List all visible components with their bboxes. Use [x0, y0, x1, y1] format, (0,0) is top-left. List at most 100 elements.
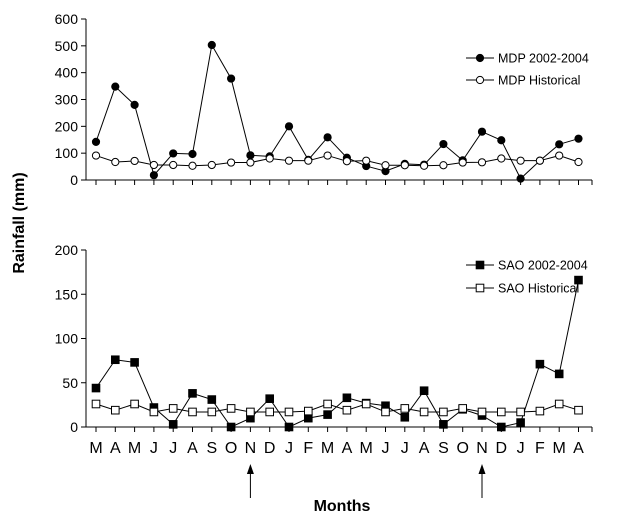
- sao-series-1-point: [458, 404, 467, 413]
- sao-series-0-point: [400, 412, 410, 422]
- sao-series-0-point: [284, 422, 294, 432]
- mdp-series-0-point: [111, 82, 120, 91]
- sao-series-1-point: [226, 404, 236, 413]
- month-label: M: [128, 440, 141, 457]
- month-label: M: [321, 440, 334, 457]
- month-arrow-head: [246, 464, 254, 474]
- month-label: A: [419, 440, 430, 457]
- mdp-series-1-point: [188, 161, 197, 170]
- mdp-series-1-point: [458, 158, 467, 167]
- month-label: O: [456, 440, 468, 457]
- mdp-legend-marker: [475, 53, 485, 63]
- mdp-series-1-point: [555, 151, 564, 160]
- sao-series-0-point: [91, 383, 101, 393]
- mdp-series-1-point: [169, 160, 178, 170]
- sao-series-0-point: [342, 393, 352, 403]
- mdp-series-0-point: [477, 127, 487, 136]
- mdp-legend-label: MDP 2002-2004: [498, 52, 589, 66]
- sao-series-1-point: [342, 405, 352, 415]
- mdp-series-0-point: [246, 151, 255, 160]
- mdp-series-0-point: [188, 149, 197, 159]
- sao-series-0-point: [516, 418, 525, 427]
- month-label: S: [438, 440, 449, 457]
- sao-series-1-point: [188, 407, 197, 417]
- sao-series-1-point: [516, 407, 525, 417]
- sao-series-1-point: [497, 407, 506, 417]
- sao-legend-label: SAO Historical: [498, 282, 579, 296]
- mdp-series-1-point: [516, 156, 525, 165]
- sao-series-0-point: [207, 395, 217, 404]
- mdp-series-0-point: [169, 149, 178, 158]
- mdp-y-tick-label: 0: [70, 172, 78, 188]
- sao-legend-marker: [475, 283, 485, 293]
- mdp-series-1-point: [149, 160, 158, 170]
- sao-series-0-point: [497, 422, 506, 432]
- month-label: J: [382, 440, 390, 457]
- mdp-series-0-point: [574, 134, 583, 143]
- month-label: J: [169, 440, 177, 457]
- mdp-legend-label: MDP Historical: [498, 74, 580, 88]
- sao-legend-label: SAO 2002-2004: [498, 259, 588, 273]
- mdp-series-line-1: [95, 155, 579, 167]
- sao-series-1-point: [91, 399, 101, 409]
- sao-series-1-point: [554, 399, 564, 409]
- month-label: A: [342, 440, 353, 457]
- mdp-series-1-point: [497, 154, 506, 163]
- sao-series-0-point: [419, 386, 429, 396]
- month-label: M: [89, 440, 102, 457]
- month-label: A: [573, 440, 584, 457]
- mdp-series-0-point: [207, 40, 216, 50]
- sao-series-0-point: [574, 275, 583, 285]
- sao-y-tick-label: 0: [70, 419, 78, 435]
- mdp-series-1-point: [420, 161, 429, 170]
- sao-series-0-point: [535, 359, 545, 369]
- mdp-y-tick-label: 600: [55, 11, 79, 27]
- month-label: J: [517, 440, 525, 457]
- sao-series-1-point: [477, 407, 487, 417]
- sao-y-tick-label: 200: [55, 242, 79, 258]
- sao-series-line-1: [95, 403, 579, 413]
- sao-series-0-point: [168, 420, 178, 429]
- month-label: M: [553, 440, 566, 457]
- sao-y-tick-label: 50: [62, 375, 78, 391]
- sao-series-1-point: [246, 407, 255, 417]
- month-label: D: [264, 440, 276, 457]
- mdp-series-0-point: [149, 171, 158, 180]
- mdp-series-0-point: [323, 133, 332, 142]
- sao-series-1-point: [111, 405, 120, 415]
- sao-series-1-point: [304, 406, 313, 416]
- mdp-series-0-point: [439, 139, 448, 149]
- mdp-series-1-point: [439, 161, 448, 170]
- sao-series-1-point: [168, 404, 178, 413]
- sao-series-0-point: [439, 420, 448, 429]
- month-label: N: [476, 440, 488, 457]
- mdp-y-tick-label: 500: [55, 38, 79, 54]
- month-label: F: [535, 440, 545, 457]
- month-label: J: [285, 440, 293, 457]
- sao-y-tick-label: 100: [55, 331, 79, 347]
- mdp-series-1-point: [400, 161, 409, 170]
- sao-series-1-point: [381, 407, 390, 417]
- y-axis-title: Rainfall (mm): [11, 172, 28, 273]
- sao-series-1-point: [400, 404, 410, 413]
- sao-series-0-point: [554, 369, 564, 379]
- mdp-series-1-point: [381, 161, 390, 170]
- sao-series-1-point: [265, 407, 274, 417]
- sao-series-1-point: [419, 407, 429, 417]
- mdp-series-1-point: [574, 157, 583, 167]
- mdp-series-0-point: [284, 122, 294, 131]
- x-axis-title: Months: [314, 498, 371, 515]
- mdp-series-1-point: [535, 156, 545, 165]
- sao-legend-marker: [475, 260, 485, 270]
- mdp-y-tick-label: 200: [55, 118, 79, 134]
- mdp-series-1-point: [207, 160, 216, 170]
- sao-series-1-point: [535, 406, 545, 416]
- mdp-series-1-point: [246, 158, 255, 167]
- mdp-series-0-point: [227, 74, 236, 83]
- mdp-y-tick-label: 100: [55, 145, 79, 161]
- sao-series-1-point: [284, 407, 294, 417]
- sao-series-1-point: [323, 399, 332, 409]
- sao-series-1-point: [207, 407, 217, 417]
- sao-series-1-point: [130, 399, 139, 409]
